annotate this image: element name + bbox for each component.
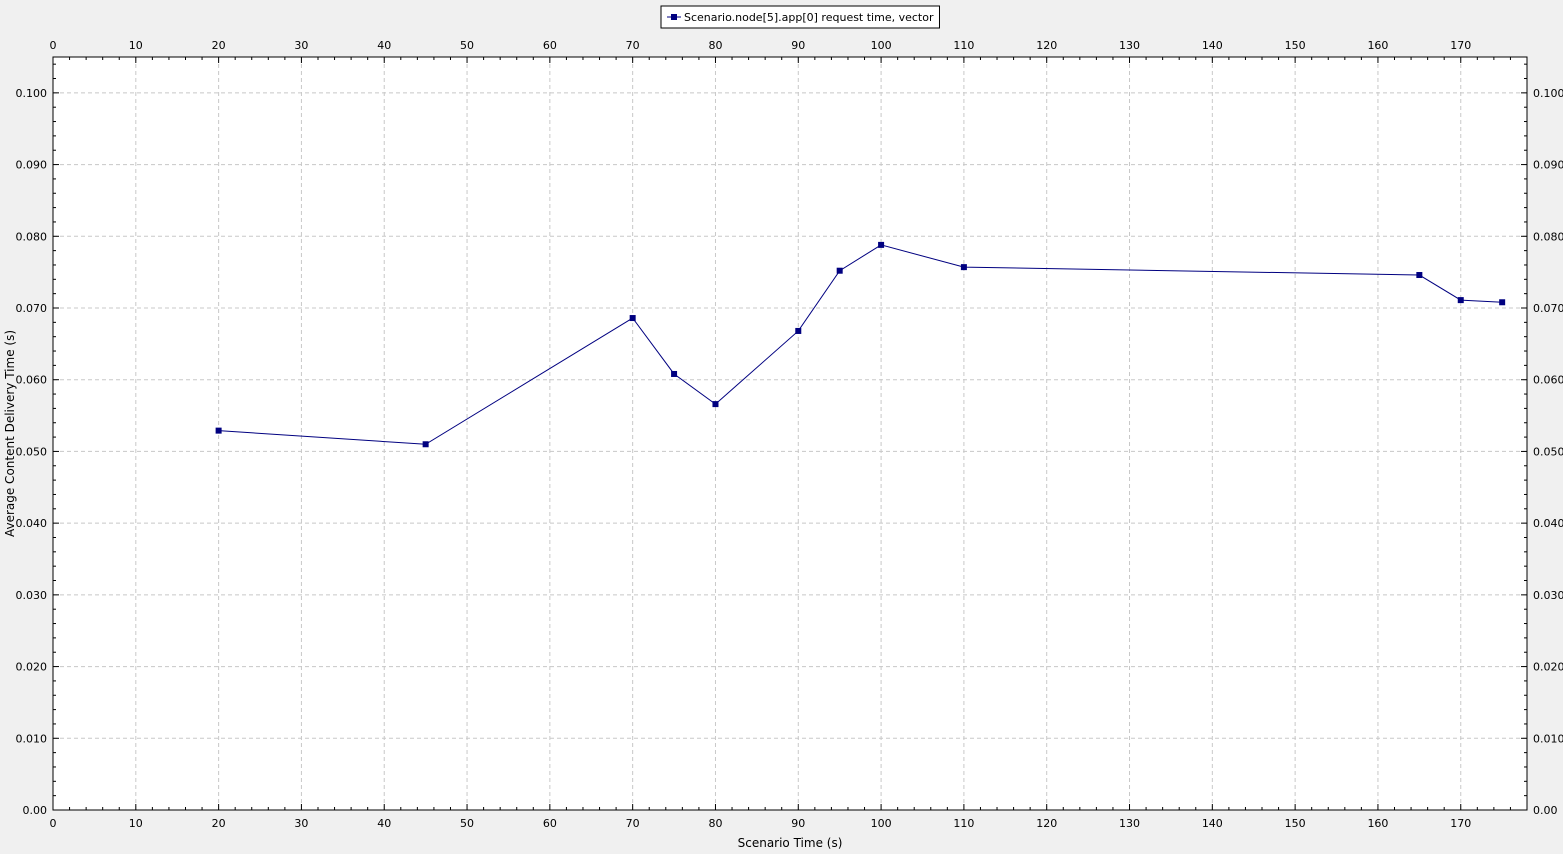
x-tick-label-bottom: 150 — [1285, 817, 1306, 830]
y-tick-label-left: 0.050 — [16, 445, 48, 458]
data-point-marker — [1499, 299, 1505, 305]
x-tick-label-bottom: 140 — [1202, 817, 1223, 830]
x-tick-label-top: 120 — [1036, 39, 1057, 52]
x-tick-label-bottom: 90 — [791, 817, 805, 830]
y-tick-label-left: 0.080 — [16, 230, 48, 243]
x-tick-label-bottom: 120 — [1036, 817, 1057, 830]
x-tick-label-top: 10 — [129, 39, 143, 52]
data-point-marker — [630, 315, 636, 321]
data-point-marker — [671, 371, 677, 377]
x-tick-label-bottom: 0 — [50, 817, 57, 830]
x-tick-label-top: 160 — [1367, 39, 1388, 52]
data-point-marker — [878, 242, 884, 248]
y-tick-label-right: 0.080 — [1533, 230, 1563, 243]
plot-area — [53, 57, 1527, 810]
y-tick-label-right: 0.090 — [1533, 159, 1563, 172]
data-point-marker — [423, 441, 429, 447]
x-tick-label-top: 90 — [791, 39, 805, 52]
y-tick-label-left: 0.100 — [16, 87, 48, 100]
x-tick-label-top: 150 — [1285, 39, 1306, 52]
y-tick-label-right: 0.070 — [1533, 302, 1563, 315]
x-tick-label-top: 140 — [1202, 39, 1223, 52]
x-tick-label-top: 100 — [871, 39, 892, 52]
x-tick-label-bottom: 60 — [543, 817, 557, 830]
y-tick-label-left: 0.040 — [16, 517, 48, 530]
x-tick-label-bottom: 110 — [953, 817, 974, 830]
x-tick-label-bottom: 30 — [294, 817, 308, 830]
x-tick-label-bottom: 160 — [1367, 817, 1388, 830]
x-tick-label-top: 110 — [953, 39, 974, 52]
y-tick-label-right: 0.030 — [1533, 589, 1563, 602]
x-tick-label-bottom: 10 — [129, 817, 143, 830]
data-point-marker — [712, 401, 718, 407]
y-tick-label-left: 0.020 — [16, 661, 48, 674]
x-tick-label-bottom: 100 — [871, 817, 892, 830]
x-tick-label-top: 60 — [543, 39, 557, 52]
x-tick-label-top: 0 — [50, 39, 57, 52]
y-tick-label-right: 0.100 — [1533, 87, 1563, 100]
x-tick-label-bottom: 70 — [626, 817, 640, 830]
x-tick-label-top: 80 — [708, 39, 722, 52]
data-point-marker — [961, 264, 967, 270]
x-tick-label-bottom: 80 — [708, 817, 722, 830]
x-tick-label-bottom: 40 — [377, 817, 391, 830]
y-tick-label-right: 0.060 — [1533, 374, 1563, 387]
x-axis-label: Scenario Time (s) — [738, 836, 843, 850]
x-tick-label-top: 30 — [294, 39, 308, 52]
x-tick-label-top: 20 — [212, 39, 226, 52]
x-tick-label-bottom: 20 — [212, 817, 226, 830]
y-tick-label-right: 0.00 — [1533, 804, 1558, 817]
x-tick-label-top: 70 — [626, 39, 640, 52]
y-tick-label-right: 0.020 — [1533, 661, 1563, 674]
data-point-marker — [1458, 297, 1464, 303]
legend-marker-swatch — [671, 14, 677, 20]
x-tick-label-top: 130 — [1119, 39, 1140, 52]
y-tick-label-left: 0.090 — [16, 159, 48, 172]
data-point-marker — [216, 428, 222, 434]
x-tick-label-top: 170 — [1450, 39, 1471, 52]
y-axis-label: Average Content Delivery Time (s) — [3, 330, 17, 537]
x-tick-label-bottom: 170 — [1450, 817, 1471, 830]
data-point-marker — [837, 268, 843, 274]
data-point-marker — [1416, 272, 1422, 278]
x-tick-label-bottom: 50 — [460, 817, 474, 830]
legend: Scenario.node[5].app[0] request time, ve… — [661, 6, 939, 28]
legend-label: Scenario.node[5].app[0] request time, ve… — [684, 11, 934, 24]
y-tick-label-left: 0.060 — [16, 374, 48, 387]
x-tick-label-top: 50 — [460, 39, 474, 52]
y-tick-label-right: 0.040 — [1533, 517, 1563, 530]
y-tick-label-left: 0.010 — [16, 732, 48, 745]
x-tick-label-top: 40 — [377, 39, 391, 52]
y-tick-label-right: 0.050 — [1533, 445, 1563, 458]
y-tick-label-left: 0.00 — [23, 804, 48, 817]
y-tick-label-left: 0.070 — [16, 302, 48, 315]
y-tick-label-right: 0.010 — [1533, 732, 1563, 745]
x-tick-label-bottom: 130 — [1119, 817, 1140, 830]
data-point-marker — [795, 328, 801, 334]
y-tick-label-left: 0.030 — [16, 589, 48, 602]
